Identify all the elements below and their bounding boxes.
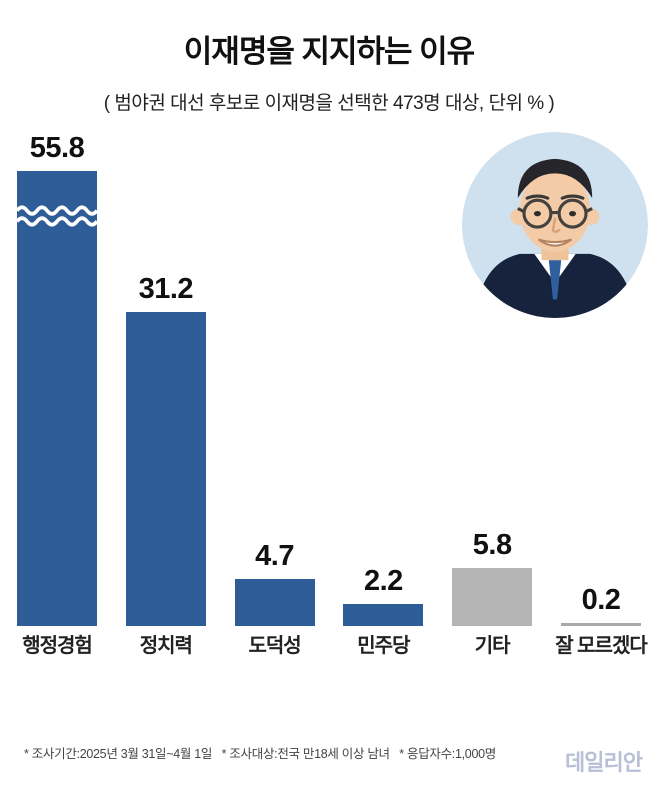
footnote-line: * 조사기간:2025년 3월 31일~4월 1일 * 조사대상:전국 만18세… (24, 747, 496, 761)
page-title: 이재명을 지지하는 이유 (183, 34, 475, 69)
bar-value-label: 2.2 (363, 565, 403, 597)
bar-category-label: 도덕성 (248, 635, 301, 657)
survey-footnotes: * 조사기간:2025년 3월 31일~4월 1일 * 조사대상:전국 만18세… (24, 702, 496, 789)
bar-column-jeongchiryeok: 31.2 정치력 (117, 130, 215, 690)
bar-value-label: 5.8 (472, 529, 512, 561)
bar-value-label: 55.8 (29, 132, 85, 164)
bar-jeongchiryeok (125, 312, 206, 626)
person-avatar-icon (462, 132, 648, 318)
bar-column-minjudang: 2.2 민주당 (334, 130, 432, 690)
bar-category-label: 민주당 (357, 635, 410, 657)
bar-column-dodeokseong: 4.7 도덕성 (226, 130, 324, 690)
bar-value-label: 4.7 (255, 540, 294, 572)
bar-moreugetda (560, 623, 641, 626)
bar-dodeokseong (234, 579, 315, 626)
bar-haengjeong (17, 171, 97, 626)
bar-column-haengjeong: 55.8 행정경험 (8, 130, 106, 690)
candidate-portrait (462, 132, 648, 318)
bar-category-label: 행정경험 (22, 635, 93, 657)
bar-chart: 55.8 행정경험 31.2 정치력 4.7 도덕성 2.2 민주당 (8, 130, 650, 690)
bar-category-label: 정치력 (139, 635, 193, 657)
bar-category-label: 잘 모르겠다 (555, 635, 648, 657)
axis-break-wave-icon (17, 205, 97, 227)
bar-value-label: 31.2 (138, 273, 194, 305)
bar-category-label: 기타 (474, 635, 511, 657)
dailian-watermark: 데일리안 (565, 750, 643, 775)
bar-minjudang (343, 604, 424, 626)
bar-gita (452, 568, 533, 626)
bar-column-gita: 5.8 기타 (443, 130, 541, 690)
bar-column-moreugetda: 0.2 잘 모르겠다 (552, 130, 650, 690)
page-subtitle: ( 범야권 대선 후보로 이재명을 선택한 473명 대상, 단위 % ) (103, 93, 555, 114)
bar-value-label: 0.2 (581, 584, 621, 616)
